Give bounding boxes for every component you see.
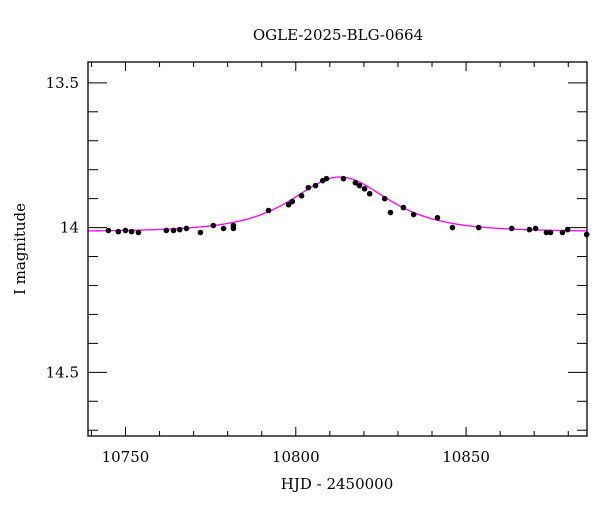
x-tick-label: 10850: [442, 448, 490, 466]
data-point: [122, 227, 129, 234]
axis-ticks: [88, 62, 587, 436]
data-point: [163, 227, 170, 234]
data-point: [312, 182, 319, 189]
data-point: [128, 228, 135, 235]
data-point: [449, 224, 456, 231]
data-point: [410, 211, 417, 218]
data-point: [210, 222, 217, 229]
data-point: [285, 201, 292, 208]
data-point: [475, 224, 482, 231]
data-point: [105, 227, 112, 234]
data-point: [564, 226, 571, 233]
data-point: [340, 175, 347, 182]
data-point: [526, 226, 533, 233]
data-point: [543, 229, 550, 236]
model-line: [87, 176, 588, 232]
data-point: [434, 214, 441, 221]
x-axis-label: HJD - 2450000: [281, 475, 394, 493]
data-point: [305, 184, 312, 191]
data-point: [170, 227, 177, 234]
data-point: [352, 179, 359, 186]
data-point: [323, 175, 330, 182]
data-point: [135, 229, 142, 236]
data-point: [115, 228, 122, 235]
data-point: [547, 229, 554, 236]
data-point: [356, 182, 363, 189]
data-point: [361, 185, 368, 192]
model-curve: [87, 176, 588, 232]
data-point: [508, 225, 515, 232]
data-point: [381, 195, 388, 202]
data-point: [400, 204, 407, 211]
data-point: [230, 225, 237, 232]
plot-frame: [87, 61, 588, 437]
x-tick-label: 10750: [102, 448, 150, 466]
y-axis-label: I magnitude: [11, 203, 29, 295]
data-point: [298, 192, 305, 199]
x-tick-labels: 10750 10800 10850: [102, 448, 490, 466]
y-tick-label: 14.5: [46, 363, 79, 381]
data-point: [265, 207, 272, 214]
data-point: [289, 198, 296, 205]
y-tick-label: 13.5: [46, 74, 79, 92]
data-point: [387, 209, 394, 216]
data-point: [220, 225, 227, 232]
data-point: [183, 225, 190, 232]
y-tick-label: 14: [60, 219, 79, 237]
data-point: [197, 229, 204, 236]
x-tick-label: 10800: [272, 448, 320, 466]
data-point: [532, 225, 539, 232]
y-tick-labels: 13.5 14 14.5: [46, 74, 79, 381]
data-point: [559, 229, 566, 236]
data-points: [105, 175, 590, 238]
data-point: [366, 190, 373, 197]
data-point: [176, 226, 183, 233]
chart-title: OGLE-2025-BLG-0664: [253, 26, 423, 44]
